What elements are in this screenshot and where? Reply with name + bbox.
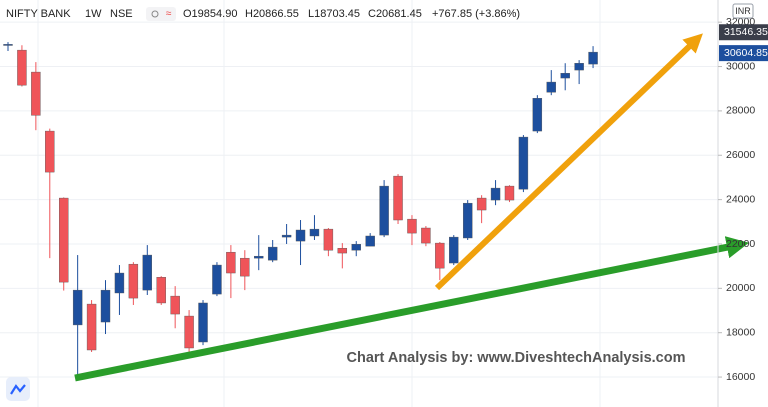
candle-body (254, 255, 264, 259)
candle-body (198, 302, 208, 343)
candle-body (365, 235, 375, 247)
price-tag (719, 24, 768, 41)
icon (151, 10, 159, 18)
candle-body (407, 218, 417, 234)
candle-body (100, 289, 111, 323)
currency-box[interactable] (732, 3, 754, 19)
candle-body (86, 303, 97, 351)
symbol: NIFTY BANK (6, 8, 71, 20)
candle-body (462, 202, 473, 239)
candle-body (546, 81, 556, 93)
candle-body (72, 289, 83, 326)
logo[interactable] (6, 377, 30, 401)
candle-body (435, 242, 445, 269)
y-tick-label: 22000 (726, 238, 755, 250)
price-tag-label: 30604.85 (724, 47, 768, 59)
candle-body (295, 229, 306, 242)
price-axis: 16000 18000 20000 22000 24000 26000 28000 30000… (718, 16, 768, 383)
orange-trend-arrow (434, 33, 703, 291)
price-tag-label: 31546.35 (724, 26, 768, 38)
candle-body (588, 51, 598, 65)
change-value: +767.85 (+3.86%) (432, 8, 520, 20)
candle-body (574, 63, 584, 71)
candle-body (449, 236, 459, 264)
close-value: C20681.45 (368, 8, 422, 20)
green-trend-arrow (74, 236, 749, 382)
y-tick-label: 28000 (726, 105, 755, 117)
candle-body (45, 130, 55, 173)
candle-body (170, 295, 180, 315)
candle-body (490, 187, 501, 201)
candle-body (184, 315, 194, 349)
price-tag (719, 45, 768, 62)
candle-body (323, 228, 334, 251)
compare-button[interactable] (146, 7, 176, 21)
candle-body (504, 185, 515, 201)
candle-body (142, 254, 153, 291)
candle-body (421, 227, 431, 244)
candle-body (560, 72, 570, 79)
header: NIFTY BANK 1W NSE ≈ O19854.90 H20866.55 … (6, 7, 520, 21)
y-tick-label: 24000 (726, 193, 755, 205)
candle-body (351, 243, 361, 251)
candle-body (17, 49, 27, 86)
open-value: O19854.90 (183, 8, 237, 20)
candle-body (393, 175, 403, 221)
candle-body (128, 263, 139, 299)
candle-body (226, 251, 236, 274)
candle-body (379, 185, 389, 236)
candle-body (518, 136, 529, 190)
low-value: L18703.45 (308, 8, 360, 20)
candle-body (240, 257, 250, 277)
vertical-grid (37, 0, 601, 407)
candle-body (267, 246, 278, 261)
watermark: Chart Analysis by: www.DiveshtechAnalysi… (347, 350, 686, 366)
candle-body (337, 247, 348, 254)
y-tick-label: 16000 (726, 371, 755, 383)
candles (3, 42, 598, 375)
candle-body (532, 98, 543, 132)
y-tick-label: 26000 (726, 149, 755, 161)
interval: 1W (85, 8, 102, 20)
currency-label: INR (735, 6, 751, 16)
candle-body (31, 71, 41, 116)
high-value: H20866.55 (245, 8, 299, 20)
candle-body (156, 277, 166, 304)
y-tick-label: 18000 (726, 326, 755, 338)
candle-body (114, 272, 125, 294)
y-tick-label: 30000 (726, 60, 755, 72)
grid (0, 21, 718, 378)
candle-body (212, 264, 222, 295)
candle-body (476, 197, 487, 211)
y-tick-label: 20000 (726, 282, 755, 294)
candle-body (281, 234, 292, 238)
candle-body (59, 197, 69, 283)
exchange: NSE (110, 8, 133, 20)
candle-body (3, 44, 13, 46)
icon: ≈ (166, 9, 172, 20)
candle-body (309, 228, 320, 237)
